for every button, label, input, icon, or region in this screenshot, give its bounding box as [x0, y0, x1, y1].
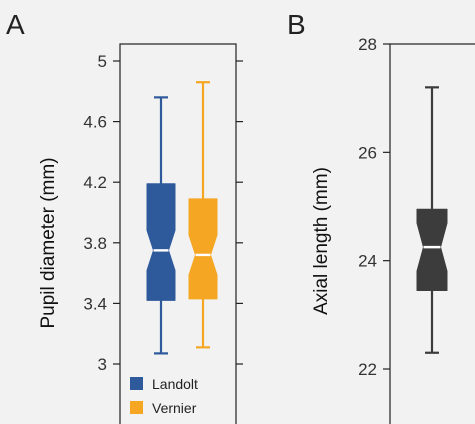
legend-label-vernier: Vernier: [152, 400, 197, 416]
legend-swatch-landolt: [130, 377, 143, 390]
y-tick-label: 4.2: [83, 173, 107, 192]
panel-b: B 22 24 26 28 Axial length (mm): [287, 9, 475, 424]
legend-swatch-vernier: [130, 401, 143, 414]
panel-a-legend: Landolt Vernier: [130, 376, 198, 416]
panel-a-y-ticks: 3 3.4 3.8 4.2 4.6 5: [83, 52, 243, 374]
y-tick-label: 26: [358, 143, 377, 162]
panel-b-letter: B: [287, 9, 306, 40]
notched-box: [416, 208, 448, 291]
y-tick-label: 5: [98, 52, 107, 71]
panel-a-y-axis-title: Pupil diameter (mm): [38, 157, 59, 328]
panel-a-letter: A: [6, 9, 25, 40]
y-tick-label: 22: [358, 360, 377, 379]
panel-a: A 3 3.4 3.8 4.2 4.6 5 Pupil diameter (mm) Lan…: [6, 9, 243, 424]
y-tick-label: 24: [358, 252, 377, 271]
notched-box: [188, 198, 218, 300]
y-tick-label: 3.4: [83, 294, 107, 313]
panel-b-y-ticks: 22 24 26 28: [358, 35, 390, 379]
panel-b-plot-frame: [389, 43, 475, 424]
y-tick-label: 3: [98, 355, 107, 374]
legend-label-landolt: Landolt: [152, 376, 198, 392]
y-tick-label: 3.8: [83, 234, 107, 253]
panel-a-boxes: [146, 81, 218, 355]
panel-b-boxes: [416, 86, 448, 354]
panel-b-y-axis-title: Axial length (mm): [311, 167, 332, 315]
panel-a-plot-frame: [119, 43, 237, 424]
y-tick-label: 28: [358, 35, 377, 54]
notched-box: [146, 183, 176, 301]
y-tick-label: 4.6: [83, 113, 107, 132]
